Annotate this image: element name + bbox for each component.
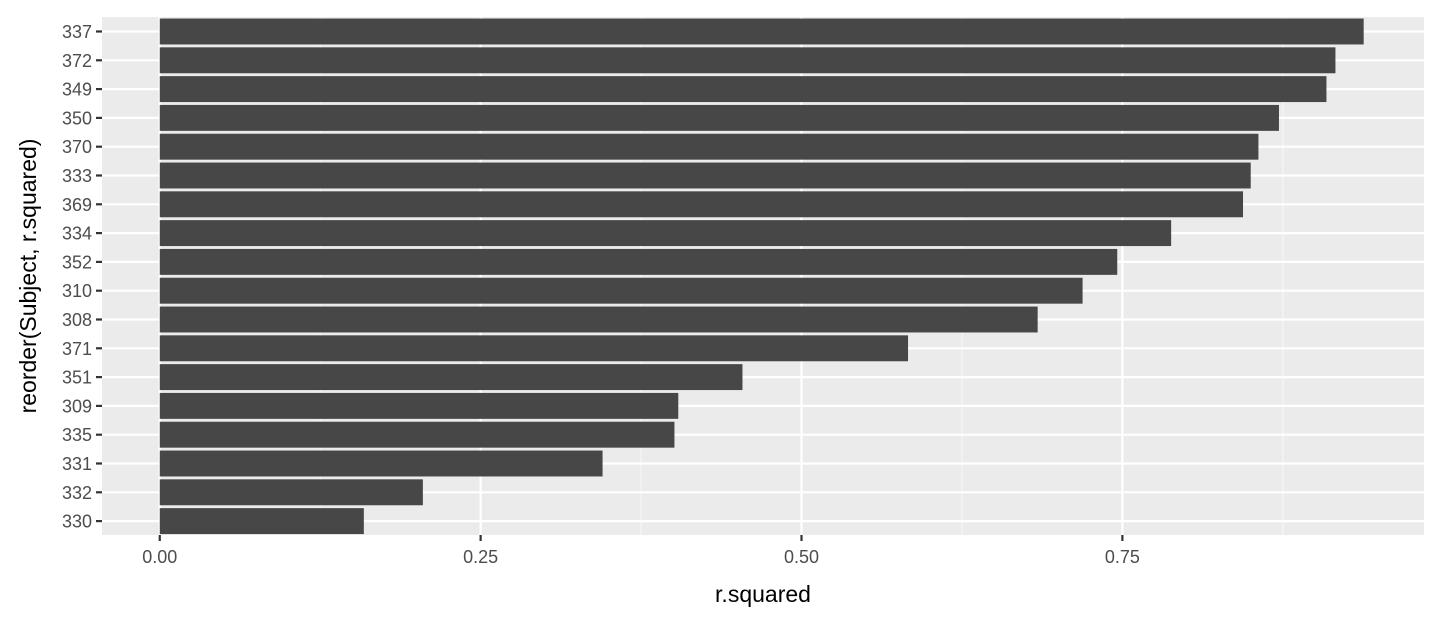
y-tick-label: 371 [62, 339, 92, 359]
bar-371 [159, 335, 909, 362]
bar-370 [159, 133, 1259, 160]
y-axis-ticks: 337 372 349 350 370 333 369 334 352 310 308 371 351 3… [62, 22, 102, 532]
bar-330 [159, 508, 364, 535]
bar-332 [159, 479, 423, 506]
y-tick-label: 352 [62, 252, 92, 272]
y-tick-label: 335 [62, 425, 92, 445]
bar-335 [159, 421, 675, 448]
y-tick-label: 369 [62, 195, 92, 215]
y-tick-label: 330 [62, 512, 92, 532]
x-axis-title: r.squared [715, 581, 811, 607]
bar-369 [159, 191, 1244, 218]
bar-308 [159, 306, 1038, 333]
y-tick-label: 372 [62, 51, 92, 71]
x-tick-label: 0.75 [1105, 547, 1140, 567]
y-tick-label: 370 [62, 137, 92, 157]
y-tick-label: 333 [62, 166, 92, 186]
y-axis-title: reorder(Subject, r.squared) [15, 139, 41, 414]
minor-gridlines [319, 17, 1284, 535]
plot-panel [102, 17, 1424, 535]
bar-309 [159, 392, 679, 419]
y-tick-label: 309 [62, 396, 92, 416]
bars [159, 18, 1364, 535]
y-tick-label: 310 [62, 281, 92, 301]
y-tick-label: 308 [62, 310, 92, 330]
bar-351 [159, 364, 743, 391]
bar-352 [159, 248, 1118, 275]
y-tick-label: 334 [62, 224, 92, 244]
y-tick-label: 349 [62, 80, 92, 100]
y-tick-label: 350 [62, 108, 92, 128]
y-tick-label: 351 [62, 368, 92, 388]
y-tick-label: 337 [62, 22, 92, 42]
bar-372 [159, 47, 1336, 74]
x-axis-ticks: 0.00 0.25 0.50 0.75 [142, 535, 1140, 567]
bar-310 [159, 277, 1083, 304]
bar-350 [159, 104, 1279, 131]
y-tick-label: 331 [62, 454, 92, 474]
bar-349 [159, 76, 1327, 103]
y-tick-label: 332 [62, 483, 92, 503]
bar-334 [159, 220, 1172, 247]
bar-331 [159, 450, 603, 477]
bar-337 [159, 18, 1364, 45]
x-tick-label: 0.00 [142, 547, 177, 567]
x-tick-label: 0.25 [463, 547, 498, 567]
bar-333 [159, 162, 1251, 189]
x-tick-label: 0.50 [784, 547, 819, 567]
